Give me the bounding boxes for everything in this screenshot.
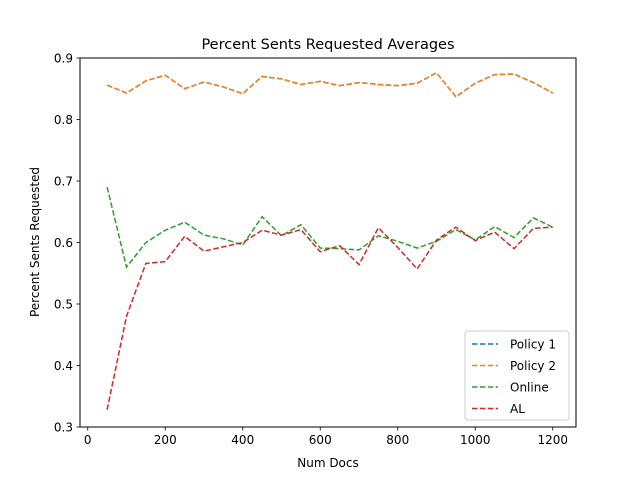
x-tick-label: 0: [84, 433, 92, 447]
y-axis-label: Percent Sents Requested: [28, 167, 42, 317]
series-line-2: [106, 71, 554, 98]
chart-title: Percent Sents Requested Averages: [201, 37, 454, 53]
x-tick-label: 800: [386, 433, 409, 447]
x-axis-label: Num Docs: [297, 456, 359, 470]
legend-box: [464, 330, 570, 421]
y-tick-label: 0.7: [54, 174, 73, 188]
y-tick-label: 0.6: [54, 236, 73, 250]
x-tick-label: 1200: [537, 433, 568, 447]
y-tick-label: 0.9: [54, 51, 73, 65]
y-axis: 0.3 0.4 0.5 0.6 0.7 0.8 0.9: [54, 51, 80, 434]
series-line-3: [106, 186, 554, 269]
y-tick-label: 0.4: [54, 359, 73, 373]
legend-label: Policy 1: [510, 337, 556, 351]
series-line-4: [106, 226, 553, 410]
legend-label: AL: [510, 402, 525, 416]
x-tick-label: 200: [154, 433, 177, 447]
plot-area: [106, 71, 554, 410]
legend-label: Policy 2: [510, 359, 556, 373]
legend-label: Online: [510, 380, 549, 394]
y-tick-label: 0.3: [54, 420, 73, 434]
x-axis: 0 200 400 600 800 1000 1200: [84, 427, 568, 447]
x-tick-label: 1000: [460, 433, 491, 447]
y-tick-label: 0.8: [54, 113, 73, 127]
y-tick-label: 0.5: [54, 297, 73, 311]
x-tick-label: 600: [309, 433, 332, 447]
legend: Policy 1 Policy 2 Online AL: [464, 330, 570, 421]
series-line-1: [106, 71, 554, 98]
x-tick-label: 400: [231, 433, 254, 447]
